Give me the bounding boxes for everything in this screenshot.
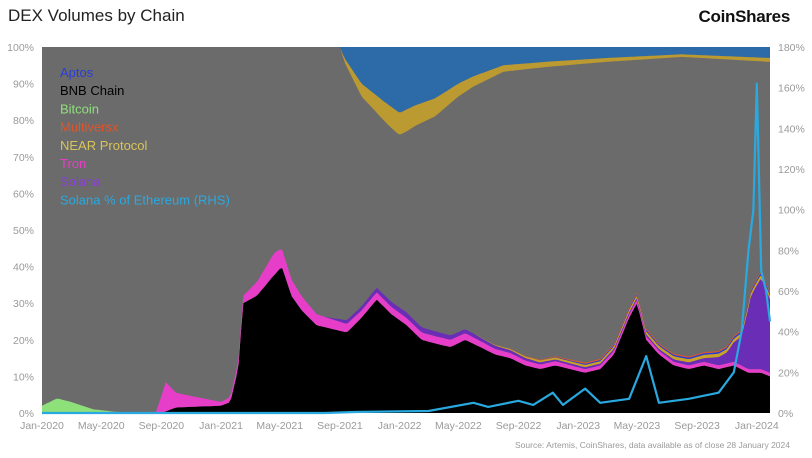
y-left-tick-label: 10% <box>13 371 34 383</box>
x-tick-label: Sep-2020 <box>139 420 185 432</box>
legend-entry: Solana <box>60 174 101 189</box>
legend-entry: Aptos <box>60 65 94 80</box>
x-tick-label: May-2022 <box>435 420 482 432</box>
y-right-tick-label: 20% <box>778 367 799 379</box>
y-right-tick-label: 180% <box>778 42 805 54</box>
legend-entry: Bitcoin <box>60 101 99 116</box>
legend-entry: NEAR Protocol <box>60 138 148 153</box>
y-right-tick-label: 80% <box>778 245 799 257</box>
y-left-tick-label: 60% <box>13 188 34 200</box>
x-tick-label: Sep-2021 <box>317 420 363 432</box>
x-tick-label: Sep-2023 <box>674 420 720 432</box>
series-area-bnb-chain <box>42 268 770 413</box>
y-right-tick-label: 100% <box>778 205 805 217</box>
y-right-tick-label: 120% <box>778 164 805 176</box>
x-tick-label: Jan-2023 <box>556 420 600 432</box>
source-note: Source: Artemis, CoinShares, data availa… <box>515 440 790 450</box>
legend-entry: Multiversx <box>60 120 119 135</box>
y-left-tick-label: 100% <box>7 42 34 54</box>
x-tick-label: Jan-2022 <box>378 420 422 432</box>
x-tick-label: Jan-2020 <box>20 420 64 432</box>
y-right-tick-label: 160% <box>778 83 805 95</box>
series-line-solana-pct-ethereum <box>42 82 772 415</box>
x-tick-label: Jan-2024 <box>735 420 779 432</box>
y-left-tick-label: 70% <box>13 152 34 164</box>
y-left-tick-label: 50% <box>13 225 34 237</box>
x-tick-label: May-2023 <box>614 420 661 432</box>
near-upper-band-area <box>42 47 770 135</box>
legend-entry: Solana % of Ethereum (RHS) <box>60 192 230 207</box>
chart-title: DEX Volumes by Chain <box>8 6 185 25</box>
x-tick-label: Sep-2022 <box>496 420 542 432</box>
y-left-tick-label: 80% <box>13 115 34 127</box>
brand-logo: CoinShares <box>698 7 791 26</box>
x-tick-label: Jan-2021 <box>199 420 243 432</box>
y-left-tick-label: 0% <box>19 408 34 420</box>
y-right-tick-label: 0% <box>778 408 793 420</box>
y-left-tick-label: 90% <box>13 79 34 91</box>
legend-entry: BNB Chain <box>60 83 124 98</box>
y-right-tick-label: 140% <box>778 123 805 135</box>
y-left-tick-label: 40% <box>13 262 34 274</box>
legend-entry: Tron <box>60 156 86 171</box>
upper-band-area <box>42 47 770 113</box>
x-tick-label: May-2021 <box>256 420 303 432</box>
y-left-tick-label: 20% <box>13 335 34 347</box>
y-right-tick-label: 60% <box>778 286 799 298</box>
y-left-tick-label: 30% <box>13 298 34 310</box>
x-tick-label: May-2020 <box>78 420 125 432</box>
y-right-tick-label: 40% <box>778 327 799 339</box>
